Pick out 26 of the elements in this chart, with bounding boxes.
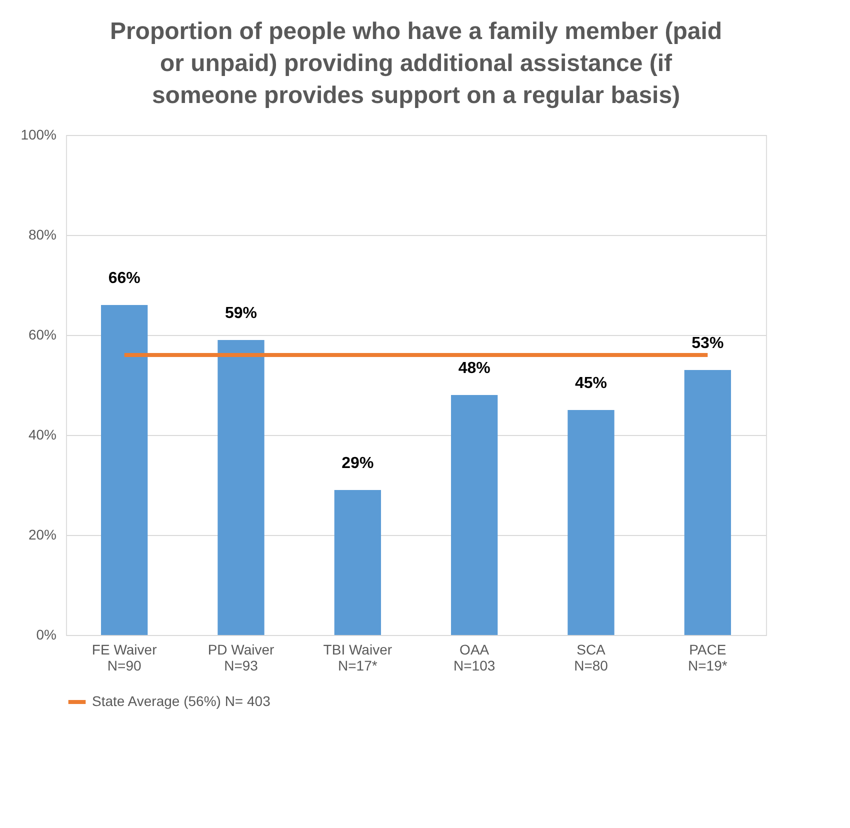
data-label: 29% [342,455,374,472]
bar [101,305,148,635]
data-label: 66% [108,270,140,287]
y-tick-label: 60% [28,326,56,342]
data-label: 53% [692,335,724,352]
legend-label: State Average (56%) N= 403 [92,693,271,709]
y-tick-label: 20% [28,526,56,542]
chart-title: Proportion of people who have a family member (paid or unpaid) providing additional assistance (if someone provides support on a regular basis) [110,18,722,109]
bar [684,370,731,635]
x-tick-label: OAA N=103 [454,642,496,674]
x-tick-label: SCA N=80 [574,642,608,674]
y-tick-label: 40% [28,426,56,442]
x-tick-label: PD Waiver N=93 [208,642,275,674]
y-tick-label: 100% [20,126,56,142]
x-tick-label: TBI Waiver N=17* [323,642,392,674]
bar [218,340,264,635]
y-tick-label: 80% [28,226,56,242]
x-tick-label: FE Waiver N=90 [92,642,158,674]
data-label: 59% [224,305,258,322]
data-label: 48% [458,360,490,377]
bar [334,490,381,635]
x-tick-label: PACE N=19* [688,642,728,674]
y-tick-label: 0% [36,626,56,642]
data-label: 45% [574,375,608,392]
bar [451,395,498,635]
bar [568,410,614,635]
